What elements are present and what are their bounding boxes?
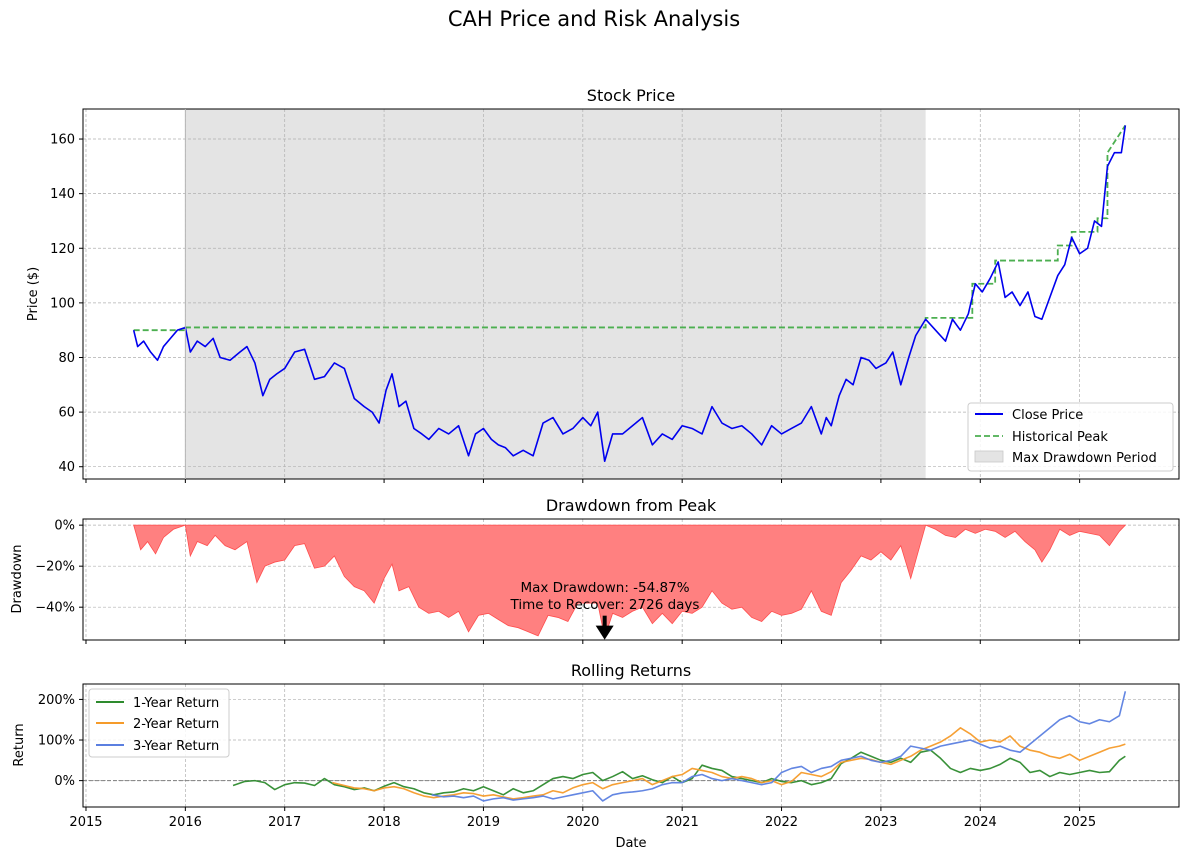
y-tick-label: 100 bbox=[50, 296, 75, 311]
drawdown-area bbox=[133, 524, 1127, 640]
x-tick-label: 2023 bbox=[864, 815, 897, 830]
rolling-returns-x-label: Date bbox=[615, 836, 646, 851]
x-tick-label: 2015 bbox=[69, 815, 102, 830]
stock-price-legend: Close Price Historical Peak Max Drawdown… bbox=[967, 402, 1174, 472]
rolling-returns-panel: Rolling Returns 0%100%200% 2015 2016 2017 2… bbox=[12, 661, 1180, 851]
y-tick-label: 60 bbox=[58, 406, 75, 421]
stock-price-y-label: Price ($) bbox=[26, 267, 41, 321]
y-tick-label: 100% bbox=[38, 734, 75, 749]
y-tick-label: 0% bbox=[54, 519, 75, 534]
stock-price-x-ticks bbox=[85, 479, 1081, 483]
x-tick-label: 2019 bbox=[467, 815, 500, 830]
max-drawdown-period-shade bbox=[185, 109, 926, 479]
x-tick-label: 2016 bbox=[169, 815, 202, 830]
x-tick-label: 2025 bbox=[1063, 815, 1096, 830]
legend-2-year-label: 2-Year Return bbox=[133, 717, 219, 732]
drawdown-y-ticks: 0% −20% −40% bbox=[35, 519, 83, 616]
y-tick-label: 0% bbox=[54, 774, 75, 789]
y-tick-label: 120 bbox=[50, 242, 75, 257]
drawdown-title: Drawdown from Peak bbox=[546, 496, 717, 515]
drawdown-series bbox=[133, 524, 1127, 640]
annotation-max-drawdown: Max Drawdown: -54.87% bbox=[520, 580, 689, 596]
y-tick-label: 140 bbox=[50, 187, 75, 202]
rolling-returns-legend: 1-Year Return 2-Year Return 3-Year Retur… bbox=[88, 688, 230, 758]
stock-price-grid bbox=[83, 109, 1179, 479]
legend-historical-peak-label: Historical Peak bbox=[1012, 430, 1108, 445]
two-year-return-line bbox=[332, 727, 1126, 800]
one-year-return-line bbox=[232, 749, 1126, 796]
legend-max-drawdown-label: Max Drawdown Period bbox=[1012, 451, 1157, 466]
close-price-line bbox=[132, 125, 1127, 463]
stock-price-y-ticks: 40 60 80 100 120 140 160 bbox=[50, 133, 83, 475]
legend-close-price-label: Close Price bbox=[1012, 408, 1083, 423]
stock-price-frame bbox=[82, 108, 1180, 480]
y-tick-label: 160 bbox=[50, 133, 75, 148]
legend-box bbox=[88, 688, 230, 758]
rolling-returns-y-ticks: 0% 100% 200% bbox=[38, 693, 83, 789]
stock-price-series bbox=[132, 124, 1127, 463]
drawdown-x-ticks bbox=[85, 640, 1081, 644]
legend-max-drawdown-swatch bbox=[974, 450, 1004, 463]
y-tick-label: −40% bbox=[35, 601, 75, 616]
rolling-returns-frame bbox=[82, 683, 1180, 808]
drawdown-panel: Drawdown from Peak 0% −20% −40% Drawdown M… bbox=[10, 496, 1180, 644]
rolling-returns-y-label: Return bbox=[12, 723, 27, 766]
x-tick-label: 2024 bbox=[964, 815, 997, 830]
x-tick-label: 2021 bbox=[666, 815, 699, 830]
annotation-time-to-recover: Time to Recover: 2726 days bbox=[510, 597, 700, 613]
historical-peak-line bbox=[133, 124, 1127, 332]
y-tick-label: 40 bbox=[58, 460, 75, 475]
rolling-returns-title: Rolling Returns bbox=[571, 661, 691, 680]
y-tick-label: −20% bbox=[35, 560, 75, 575]
rolling-returns-series bbox=[232, 691, 1127, 802]
annotation-arrow-head bbox=[595, 625, 614, 640]
y-tick-label: 200% bbox=[38, 693, 75, 708]
rolling-returns-x-ticks: 2015 2016 2017 2018 2019 2020 2021 2022 2023 2024… bbox=[69, 807, 1096, 830]
max-drawdown-annotation: Max Drawdown: -54.87% Time to Recover: 2… bbox=[510, 580, 700, 640]
x-tick-label: 2018 bbox=[368, 815, 401, 830]
legend-box bbox=[967, 402, 1174, 472]
x-tick-label: 2020 bbox=[566, 815, 599, 830]
legend-3-year-label: 3-Year Return bbox=[133, 739, 219, 754]
figure-title: CAH Price and Risk Analysis bbox=[448, 7, 740, 31]
drawdown-frame bbox=[82, 518, 1180, 641]
stock-price-panel: Stock Price 40 60 80 100 120 140 160 Price ($)… bbox=[26, 86, 1180, 483]
three-year-return-line bbox=[431, 691, 1127, 802]
x-tick-label: 2022 bbox=[765, 815, 798, 830]
x-tick-label: 2017 bbox=[268, 815, 301, 830]
legend-1-year-label: 1-Year Return bbox=[133, 696, 219, 711]
drawdown-y-label: Drawdown bbox=[10, 544, 25, 613]
y-tick-label: 80 bbox=[58, 351, 75, 366]
stock-price-title: Stock Price bbox=[587, 86, 675, 105]
rolling-returns-grid bbox=[83, 684, 1179, 807]
